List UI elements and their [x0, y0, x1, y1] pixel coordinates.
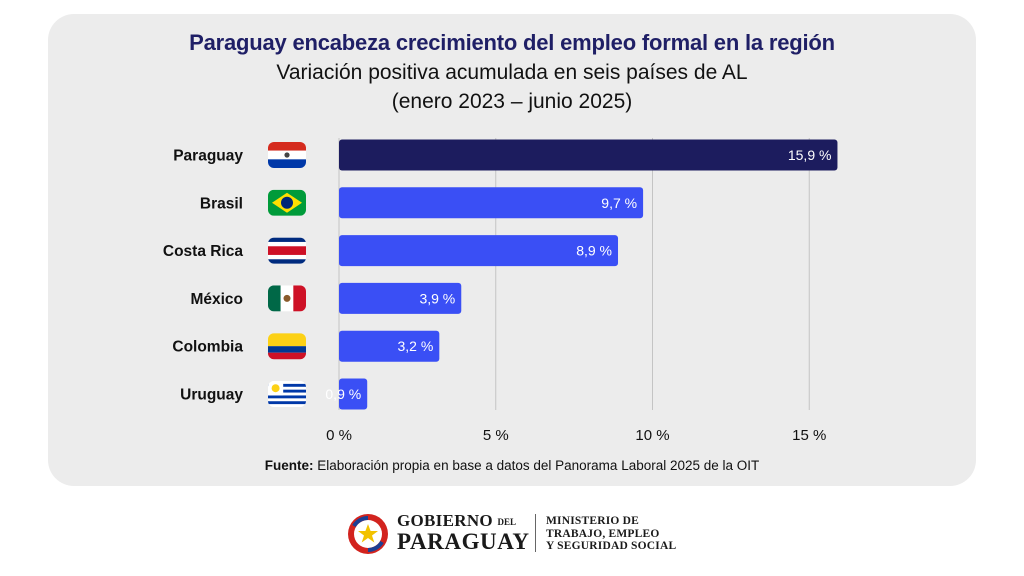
data-label: 0,9 % [325, 386, 361, 402]
category-label: Colombia [172, 339, 243, 356]
data-label: 9,7 % [601, 195, 637, 211]
ministry-line-1: MINISTERIO DE [546, 515, 640, 527]
bar [339, 282, 462, 314]
government-seal-icon [348, 514, 388, 554]
x-tick-label: 15 % [792, 427, 826, 444]
category-label: México [190, 291, 243, 308]
paraguay-flag-icon [268, 142, 306, 168]
bar [339, 378, 368, 410]
footer-logos: GOBIERNO DEL PARAGUAY MINISTERIO DE TRAB… [0, 510, 1024, 560]
logo-line-1: GOBIERNO [397, 511, 493, 530]
source-text: Elaboración propia en base a datos del P… [317, 458, 760, 473]
data-label: 3,9 % [419, 290, 455, 306]
chart-period: (enero 2023 – junio 2025) [391, 90, 633, 113]
brazil-flag-icon [268, 189, 306, 216]
logo-del: DEL [497, 517, 516, 527]
category-label: Paraguay [173, 148, 243, 165]
ministry-name: MINISTERIO DE TRABAJO, EMPLEO Y SEGURIDA… [546, 515, 676, 553]
data-label: 3,2 % [398, 338, 434, 354]
costa-rica-flag-icon [268, 237, 306, 264]
mexico-flag-icon [268, 285, 306, 312]
category-label: Uruguay [180, 387, 243, 404]
source-note: Fuente: Elaboración propia en base a dat… [0, 458, 1024, 473]
category-label: Brasil [200, 195, 243, 212]
bar [339, 139, 838, 171]
x-tick-label: 5 % [483, 427, 509, 444]
x-tick-label: 0 % [326, 427, 352, 444]
chart-title: Paraguay encabeza crecimiento del empleo… [189, 30, 835, 55]
source-label: Fuente: [264, 458, 314, 473]
bar [339, 187, 644, 219]
colombia-flag-icon [268, 333, 306, 360]
data-label: 8,9 % [576, 243, 612, 259]
ministry-line-2: TRABAJO, EMPLEO [546, 527, 660, 540]
chart-subtitle: Variación positiva acumulada en seis paí… [276, 61, 748, 84]
uruguay-flag-icon [268, 381, 306, 407]
ministry-line-3: Y SEGURIDAD SOCIAL [546, 540, 677, 552]
x-tick-label: 10 % [635, 427, 669, 444]
government-logo-text: GOBIERNO DEL PARAGUAY [397, 512, 530, 553]
category-label: Costa Rica [163, 243, 243, 260]
logo-divider [535, 514, 536, 552]
bar [339, 235, 619, 267]
data-label: 15,9 % [788, 147, 832, 163]
bar [339, 330, 440, 362]
logo-line-2: PARAGUAY [397, 529, 530, 554]
